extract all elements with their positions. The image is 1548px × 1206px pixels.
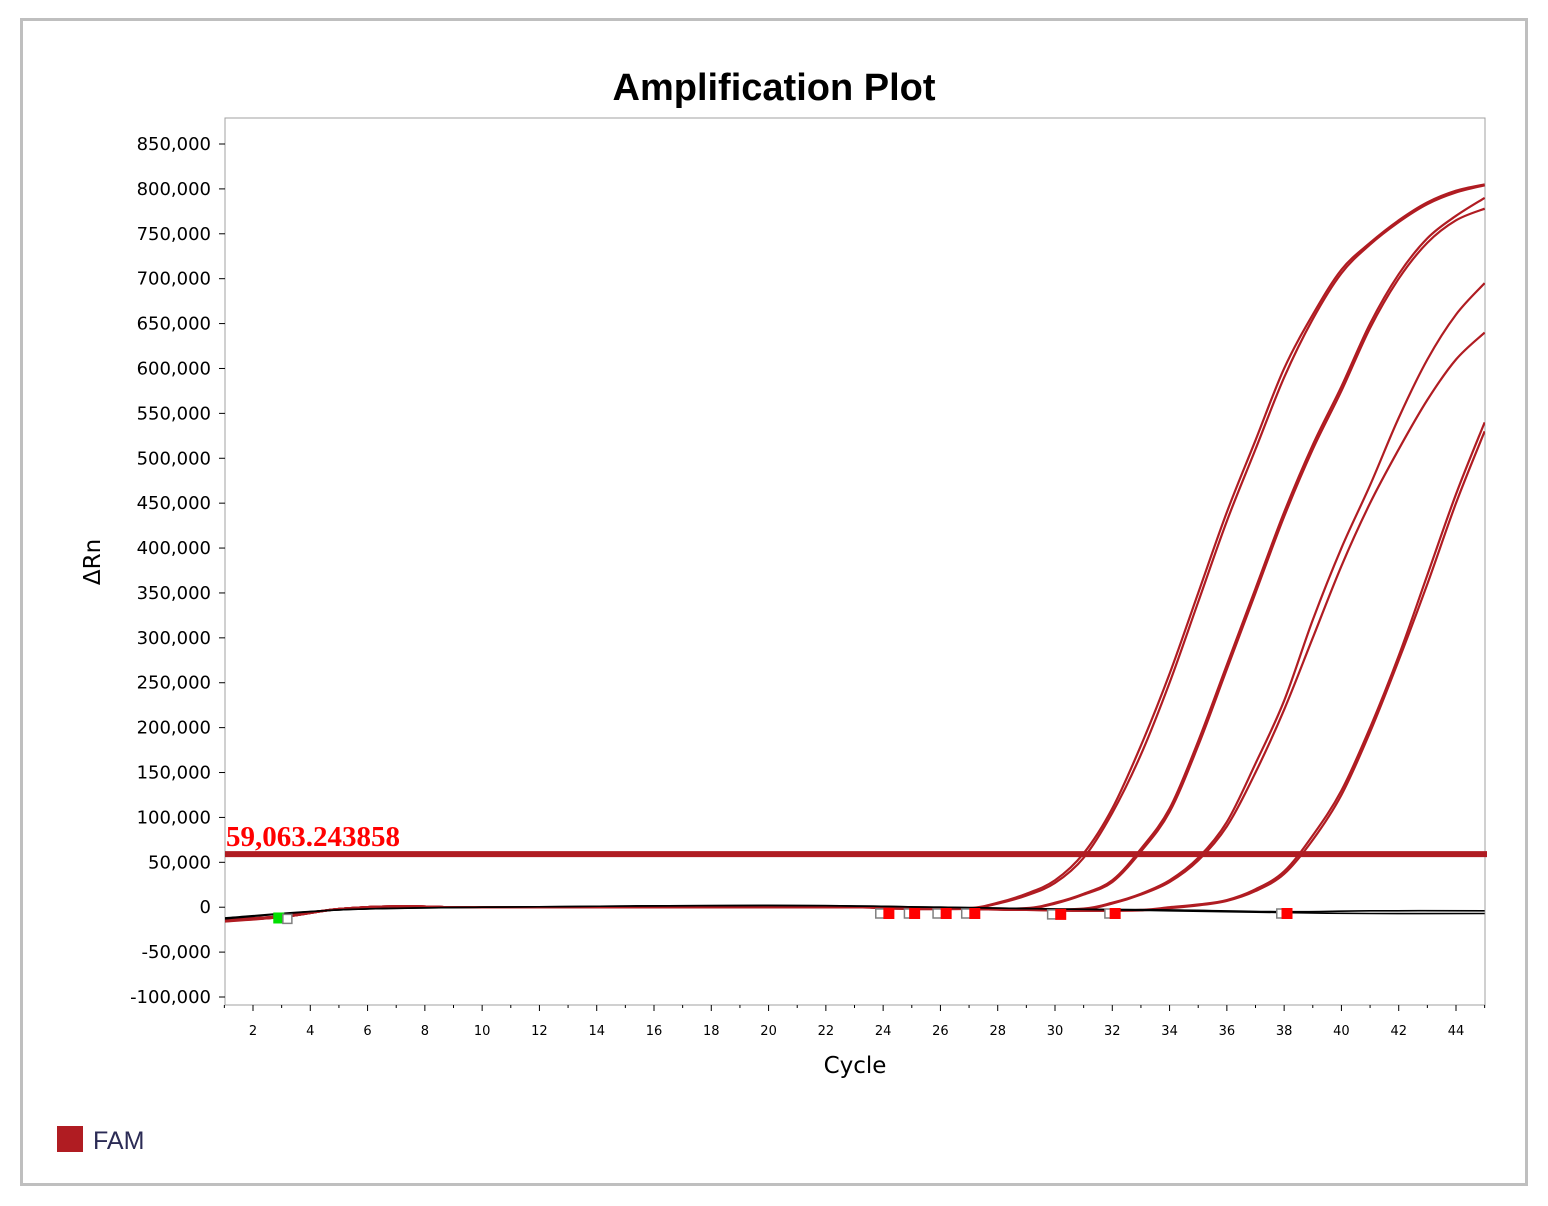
cycle-marker-hollow[interactable] <box>282 913 293 925</box>
x-tick-label: 36 <box>1219 1024 1236 1039</box>
y-tick-label: -100,000 <box>130 987 211 1008</box>
cycle-marker[interactable] <box>1109 907 1121 919</box>
y-tick-label: 700,000 <box>137 269 211 290</box>
y-tick-label: 350,000 <box>137 583 211 604</box>
x-tick-label: 12 <box>531 1024 548 1039</box>
y-tick-label: 800,000 <box>137 179 211 200</box>
legend-label-fam: FAM <box>93 1127 144 1155</box>
y-tick-label: 600,000 <box>137 358 211 379</box>
y-tick-label: 50,000 <box>148 852 211 873</box>
x-tick-label: 16 <box>646 1024 663 1039</box>
baseline-group <box>225 904 1485 920</box>
legend-swatch-fam[interactable] <box>57 1126 83 1152</box>
x-tick-label: 40 <box>1333 1024 1350 1039</box>
x-axis-ticks: 2 4 6 8 10 12 14 16 18 20 22 24 26 28 30 32 34 36 38 40 42 44 <box>223 1005 1486 1039</box>
x-tick-label: 28 <box>989 1024 1006 1039</box>
y-tick-label: 150,000 <box>137 763 211 784</box>
y-tick-label: -50,000 <box>142 942 211 963</box>
y-tick-label: 550,000 <box>137 403 211 424</box>
x-tick-label: 24 <box>875 1024 892 1039</box>
cycle-marker[interactable] <box>883 907 895 919</box>
threshold-label: 59,063.243858 <box>226 821 400 853</box>
cycle-marker[interactable] <box>909 907 921 919</box>
cycle-marker[interactable] <box>1281 907 1293 919</box>
x-tick-label: 32 <box>1104 1024 1121 1039</box>
baseline-curve <box>225 904 1485 920</box>
y-tick-label: 750,000 <box>137 224 211 245</box>
y-tick-label: 400,000 <box>137 538 211 559</box>
x-tick-label: 34 <box>1161 1024 1178 1039</box>
x-tick-label: 18 <box>703 1024 720 1039</box>
x-tick-label: 20 <box>760 1024 777 1039</box>
chart-title: Amplification Plot <box>613 67 936 109</box>
x-tick-label: 10 <box>474 1024 491 1039</box>
y-tick-label: 300,000 <box>137 628 211 649</box>
y-tick-label: 500,000 <box>137 448 211 469</box>
cycle-marker[interactable] <box>1055 908 1067 920</box>
x-tick-label: 38 <box>1276 1024 1293 1039</box>
y-tick-label: 650,000 <box>137 314 211 335</box>
x-tick-label: 26 <box>932 1024 949 1039</box>
x-axis-label: Cycle <box>824 1053 887 1079</box>
x-tick-label: 14 <box>588 1024 605 1039</box>
x-tick-label: 8 <box>421 1024 429 1039</box>
x-tick-label: 44 <box>1448 1024 1465 1039</box>
x-tick-label: 2 <box>249 1024 257 1039</box>
x-tick-label: 6 <box>363 1024 371 1039</box>
y-tick-label: 0 <box>200 897 211 918</box>
marker-group <box>273 907 1293 925</box>
x-tick-label: 42 <box>1390 1024 1407 1039</box>
y-tick-label: 200,000 <box>137 718 211 739</box>
plot-area <box>224 117 1486 1006</box>
y-axis-label: ΔRn <box>80 539 106 585</box>
x-tick-label: 22 <box>818 1024 835 1039</box>
cycle-marker[interactable] <box>969 907 981 919</box>
y-axis-ticks: 850,000 800,000 750,000 700,000 650,000 600,0… <box>130 134 225 1008</box>
y-tick-label: 450,000 <box>137 493 211 514</box>
y-tick-label: 250,000 <box>137 673 211 694</box>
x-tick-label: 4 <box>306 1024 314 1039</box>
x-tick-label: 30 <box>1047 1024 1064 1039</box>
cycle-marker[interactable] <box>940 907 952 919</box>
y-tick-label: 100,000 <box>137 807 211 828</box>
y-tick-label: 850,000 <box>137 134 211 155</box>
